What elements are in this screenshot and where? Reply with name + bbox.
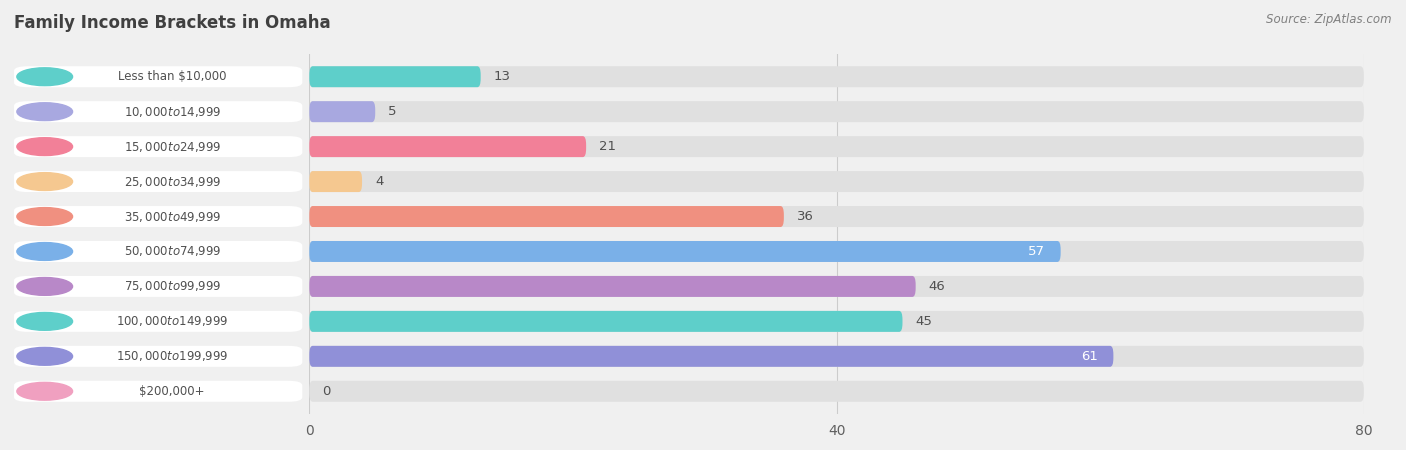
Text: $10,000 to $14,999: $10,000 to $14,999 (124, 105, 221, 119)
FancyBboxPatch shape (309, 66, 481, 87)
FancyBboxPatch shape (309, 276, 1364, 297)
Text: 13: 13 (494, 70, 510, 83)
Text: $25,000 to $34,999: $25,000 to $34,999 (124, 175, 221, 189)
Text: 61: 61 (1081, 350, 1098, 363)
FancyBboxPatch shape (309, 381, 1364, 402)
Text: 5: 5 (388, 105, 396, 118)
FancyBboxPatch shape (309, 171, 1364, 192)
FancyBboxPatch shape (309, 136, 1364, 157)
FancyBboxPatch shape (309, 346, 1114, 367)
FancyBboxPatch shape (309, 101, 1364, 122)
FancyBboxPatch shape (309, 136, 586, 157)
Text: $50,000 to $74,999: $50,000 to $74,999 (124, 244, 221, 258)
FancyBboxPatch shape (309, 206, 785, 227)
FancyBboxPatch shape (309, 241, 1364, 262)
Text: $150,000 to $199,999: $150,000 to $199,999 (117, 349, 228, 363)
Text: 36: 36 (797, 210, 814, 223)
FancyBboxPatch shape (309, 311, 903, 332)
Text: $15,000 to $24,999: $15,000 to $24,999 (124, 140, 221, 153)
Text: $75,000 to $99,999: $75,000 to $99,999 (124, 279, 221, 293)
Text: $200,000+: $200,000+ (139, 385, 205, 398)
FancyBboxPatch shape (309, 276, 915, 297)
FancyBboxPatch shape (309, 171, 363, 192)
Text: 4: 4 (375, 175, 384, 188)
Text: 46: 46 (929, 280, 946, 293)
Text: Less than $10,000: Less than $10,000 (118, 70, 226, 83)
FancyBboxPatch shape (309, 66, 1364, 87)
FancyBboxPatch shape (309, 311, 1364, 332)
FancyBboxPatch shape (309, 346, 1364, 367)
Text: 45: 45 (915, 315, 932, 328)
Text: 21: 21 (599, 140, 616, 153)
Text: Family Income Brackets in Omaha: Family Income Brackets in Omaha (14, 14, 330, 32)
Text: 0: 0 (322, 385, 330, 398)
Text: 57: 57 (1028, 245, 1045, 258)
FancyBboxPatch shape (309, 206, 1364, 227)
FancyBboxPatch shape (309, 241, 1060, 262)
Text: Source: ZipAtlas.com: Source: ZipAtlas.com (1267, 14, 1392, 27)
Text: $35,000 to $49,999: $35,000 to $49,999 (124, 210, 221, 224)
FancyBboxPatch shape (309, 101, 375, 122)
Text: $100,000 to $149,999: $100,000 to $149,999 (117, 315, 228, 328)
